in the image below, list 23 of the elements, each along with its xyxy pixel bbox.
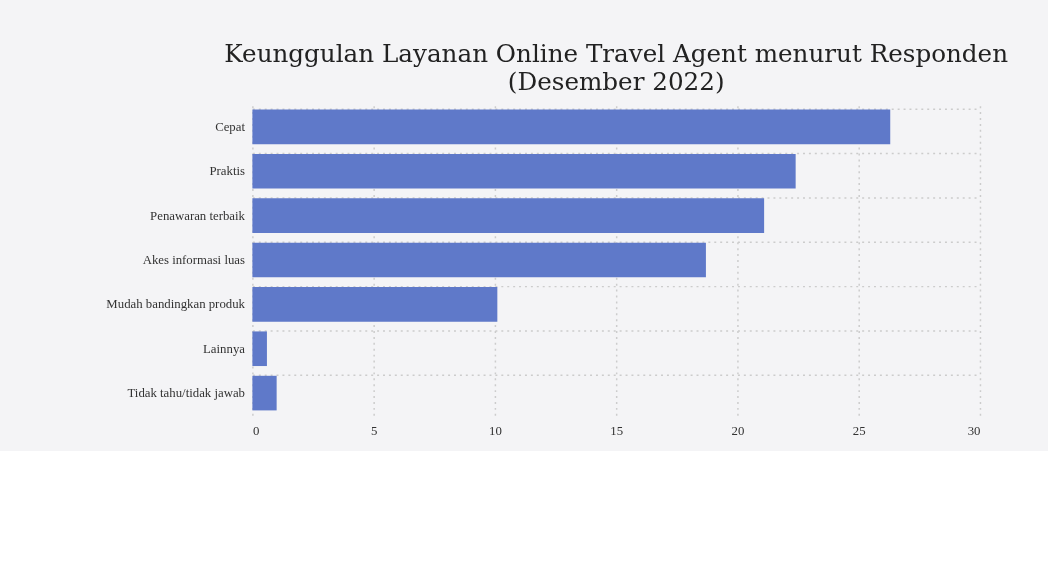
x-tick-label: 30 — [967, 424, 981, 439]
y-tick-label: Praktis — [209, 164, 245, 179]
bar — [252, 198, 765, 233]
x-tick-label: 25 — [852, 424, 866, 439]
chart-subtitle: (Desember 2022) — [507, 66, 725, 96]
x-tick-label: 0 — [252, 424, 260, 439]
bar — [252, 375, 277, 411]
x-tick-label: 10 — [489, 424, 502, 439]
chart-title: Keunggulan Layanan Online Travel Agent menurut Responden — [224, 39, 1009, 69]
bar — [252, 331, 267, 367]
x-tick-label: 5 — [370, 424, 378, 439]
x-tick-label: 20 — [731, 424, 745, 439]
y-tick-label: Cepat — [215, 119, 246, 134]
y-tick-label: Mudah bandingkan produk — [106, 297, 246, 312]
bar — [252, 242, 706, 278]
bar — [252, 153, 796, 189]
bar — [252, 287, 498, 322]
y-tick-label: Penawaran terbaik — [150, 208, 246, 223]
y-tick-label: Lainnya — [203, 341, 246, 356]
y-tick-label: Akes informasi luas — [142, 252, 246, 267]
x-tick-label: 15 — [610, 424, 624, 439]
y-tick-label: Tidak tahu/tidak jawab — [127, 386, 245, 401]
bar — [252, 109, 891, 145]
